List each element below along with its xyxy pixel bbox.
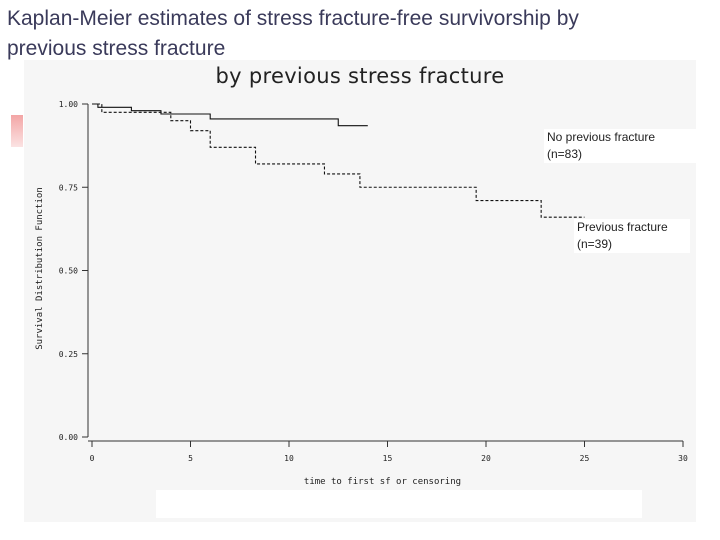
label-no-previous-fracture: No previous fracture (n=83) — [544, 129, 696, 163]
series-line-previous-fracture — [92, 103, 585, 218]
y-axis-label: Survival Distribution Function — [35, 187, 45, 350]
y-tick-label: 0.00 — [59, 433, 78, 442]
y-tick-label: 0.50 — [59, 267, 78, 276]
label-no-previous-line-1: No previous fracture — [547, 130, 656, 144]
x-axis-label: time to first sf or censoring — [304, 477, 461, 487]
label-previous-fracture: Previous fracture (n=39) — [574, 219, 690, 253]
chart-title: by previous stress fracture — [215, 64, 505, 88]
slide-title-line-2: previous stress fracture — [7, 37, 226, 60]
label-previous-line-2: (n=39) — [577, 237, 613, 251]
label-no-previous-line-2: (n=83) — [547, 147, 583, 161]
label-previous-line-1: Previous fracture — [577, 220, 668, 234]
x-tick-label: 10 — [284, 454, 294, 463]
x-tick-label: 20 — [481, 454, 491, 463]
x-tick-label: 15 — [383, 454, 393, 463]
blank-footer-box — [156, 490, 642, 518]
slide-title: Kaplan-Meier estimates of stress fractur… — [7, 4, 707, 64]
x-tick-label: 30 — [678, 454, 688, 463]
series-line-no-previous-fracture — [92, 103, 368, 127]
decorative-accent-bar — [11, 115, 23, 147]
x-tick-label: 0 — [90, 454, 95, 463]
slide-title-line-1: Kaplan-Meier estimates of stress fractur… — [7, 7, 579, 30]
y-tick-label: 1.00 — [59, 100, 78, 109]
x-tick-label: 25 — [580, 454, 590, 463]
y-tick-label: 0.25 — [59, 350, 78, 359]
x-tick-label: 5 — [188, 454, 193, 463]
y-tick-label: 0.75 — [59, 183, 78, 192]
